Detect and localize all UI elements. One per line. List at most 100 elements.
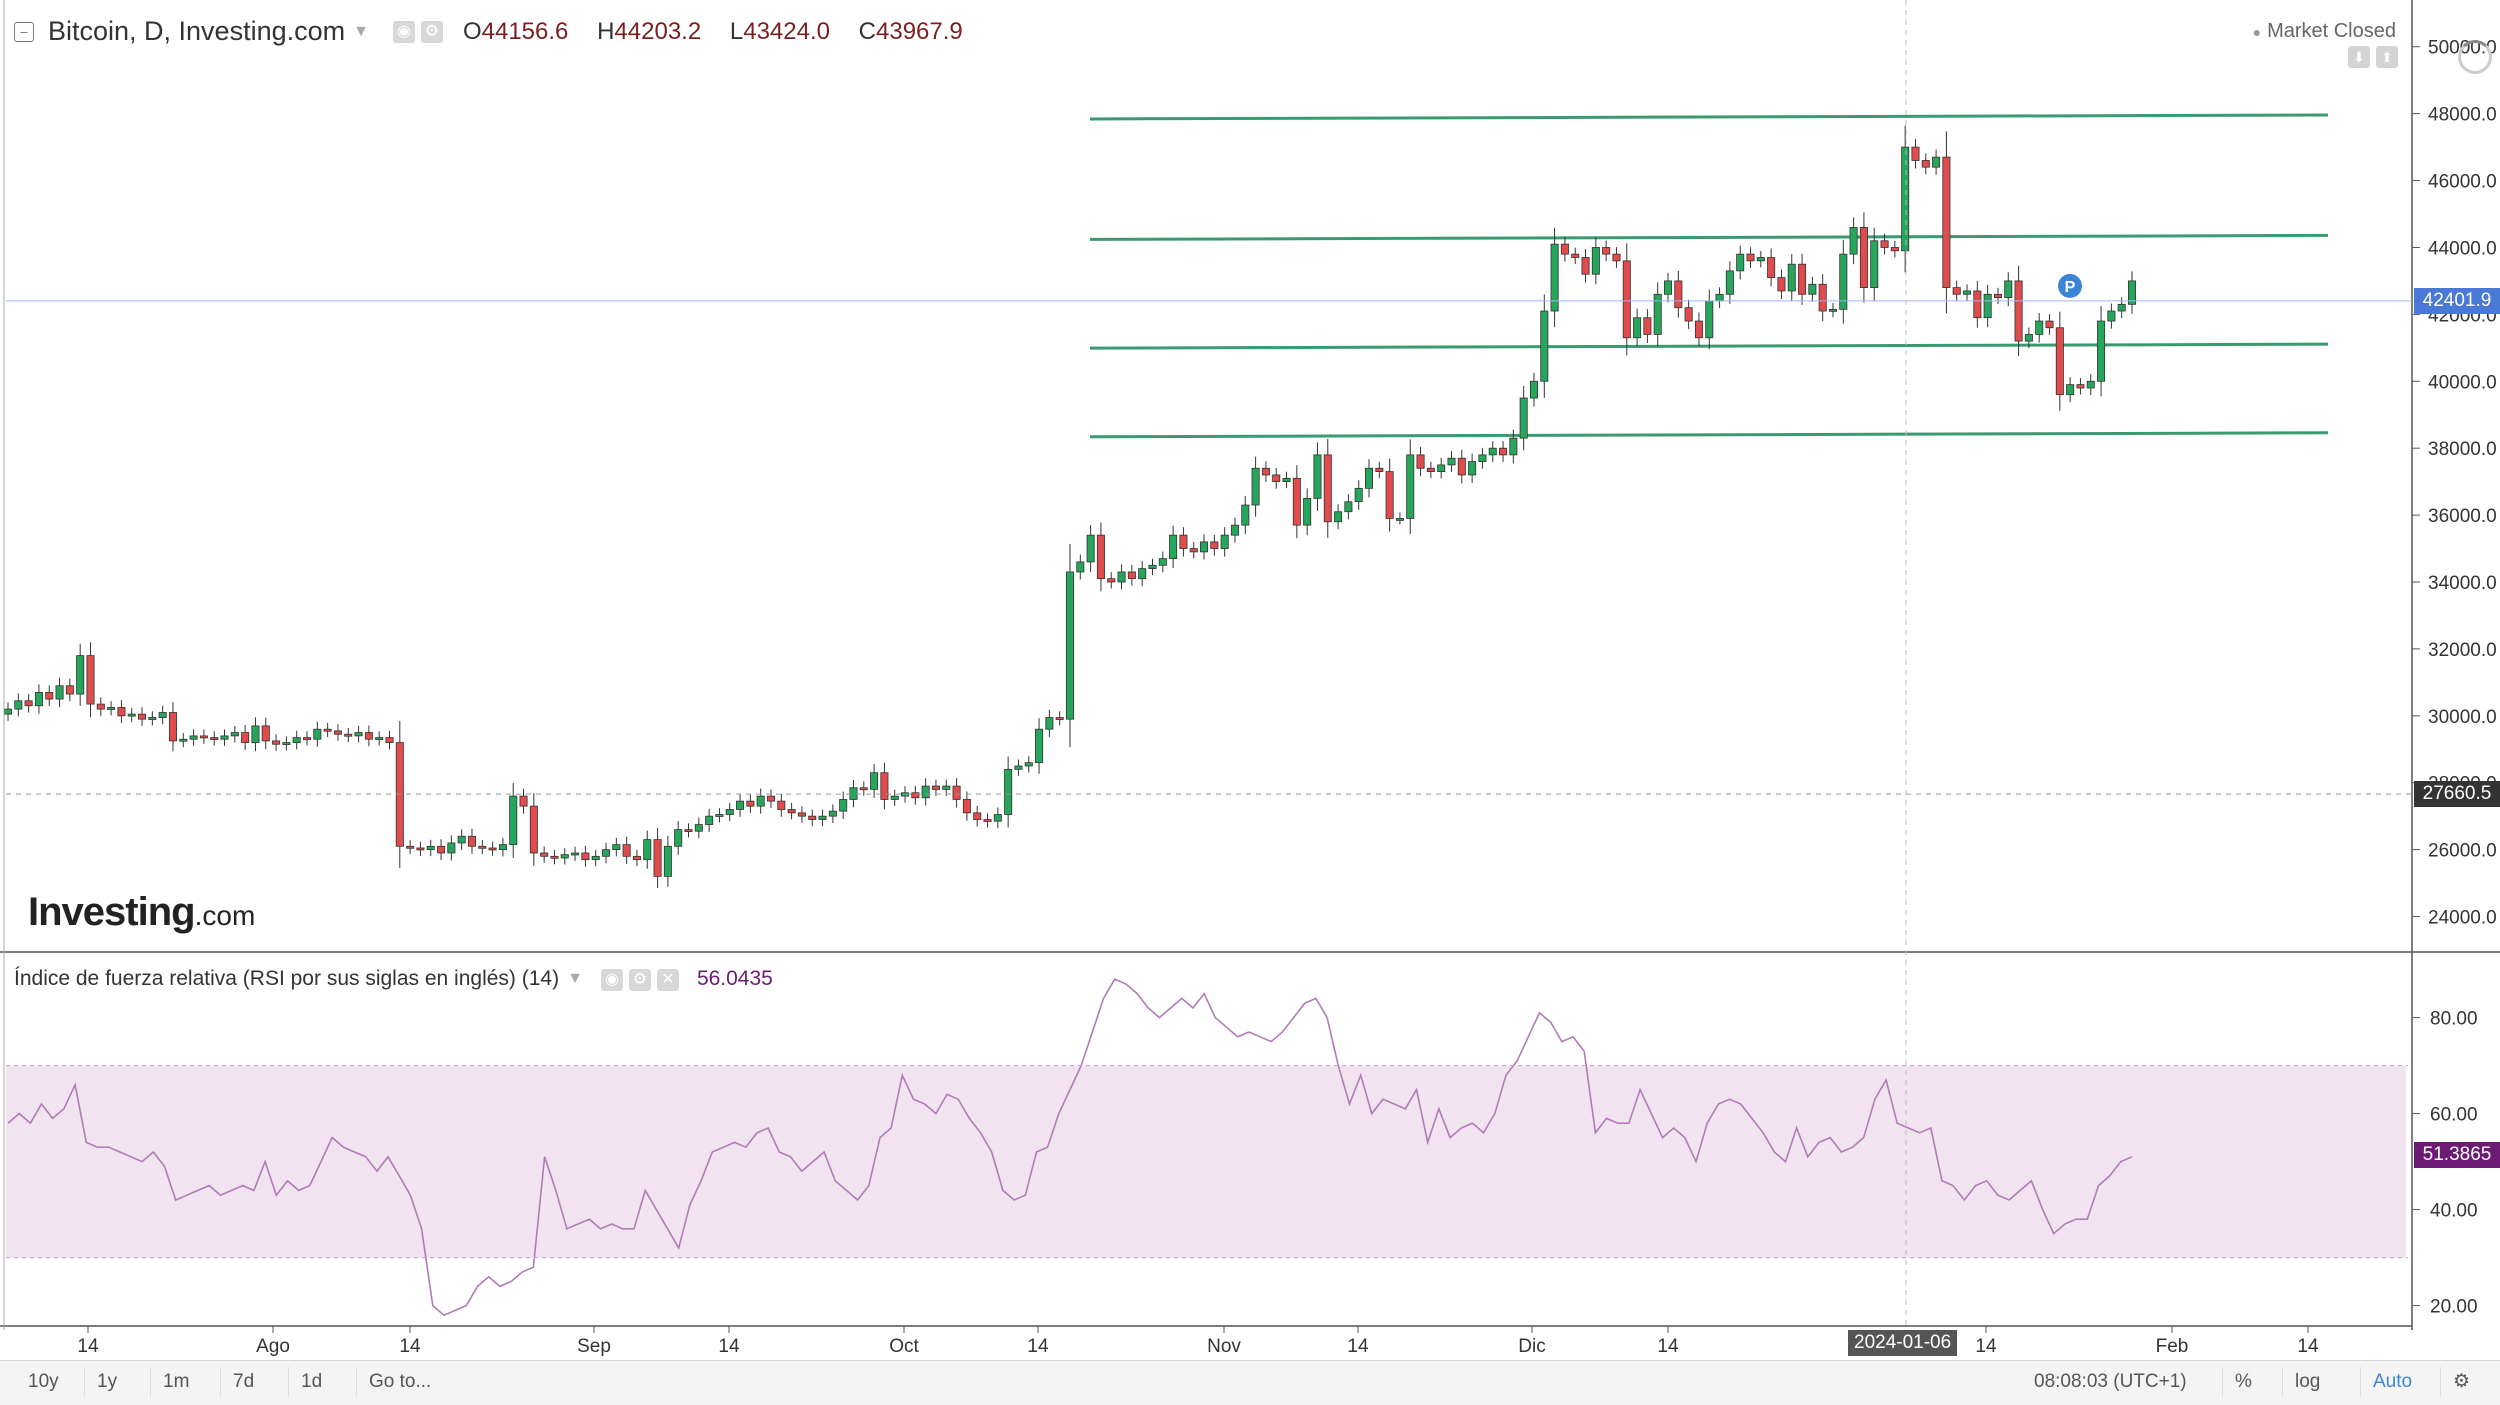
reference-lines — [6, 0, 2412, 1330]
candle-down — [323, 728, 332, 732]
candle-down — [416, 847, 425, 851]
candle-up — [674, 829, 683, 847]
range-7d-button[interactable]: 7d — [220, 1367, 266, 1397]
candle-up — [1540, 310, 1549, 382]
chevron-down-icon[interactable]: ▼ — [567, 969, 583, 987]
symbol-title[interactable]: Bitcoin, D, Investing.com — [48, 16, 346, 46]
candle-up — [1787, 263, 1796, 292]
rsi-tick-label: 20.00 — [2430, 1297, 2478, 1318]
current-price-tag: 42401.9 — [2414, 287, 2500, 314]
candle-down — [303, 737, 312, 740]
candle-down — [1921, 160, 1930, 168]
candle-down — [766, 795, 775, 802]
candle-up — [1488, 447, 1497, 456]
gear-icon[interactable]: ⚙ — [2440, 1367, 2482, 1397]
candle-up — [1065, 571, 1075, 720]
close-icon[interactable]: ✕ — [656, 969, 679, 991]
candle-up — [1004, 768, 1013, 815]
gear-icon[interactable]: ⚙ — [420, 20, 443, 43]
candle-up — [1715, 293, 1724, 302]
candle-up — [1230, 524, 1239, 536]
candle-up — [1653, 293, 1662, 335]
candle-up — [3, 708, 13, 715]
candle-down — [787, 809, 796, 814]
candle-up — [2117, 303, 2126, 312]
eye-icon[interactable]: ◉ — [600, 969, 623, 991]
x-tick-label: 14 — [2297, 1336, 2319, 1357]
arrow-down-icon[interactable]: ⬇ — [2348, 46, 2370, 68]
candle-up — [818, 815, 827, 820]
x-tick-label: Ago — [256, 1336, 290, 1357]
ohlc-l-label: L — [729, 17, 744, 45]
range-1m-button[interactable]: 1m — [150, 1367, 201, 1397]
price-tick-label: 46000.0 — [2428, 172, 2497, 193]
candle-up — [158, 712, 167, 718]
candle-up — [1045, 717, 1054, 730]
candle-down — [117, 707, 126, 717]
candle-up — [1705, 300, 1714, 339]
range-1d-button[interactable]: 1d — [288, 1367, 334, 1397]
log-toggle[interactable]: log — [2282, 1367, 2332, 1397]
candle-down — [622, 844, 631, 857]
candle-down — [488, 847, 497, 851]
collapse-icon[interactable]: − — [14, 21, 34, 42]
candle-down — [540, 852, 549, 857]
candle-down — [1499, 447, 1508, 456]
candle-down — [1602, 247, 1611, 255]
candle-down — [1261, 467, 1270, 476]
x-tick-label: 14 — [399, 1336, 421, 1357]
candle-up — [1251, 467, 1260, 506]
price-tick-label: 34000.0 — [2428, 573, 2497, 594]
candle-down — [1323, 454, 1332, 523]
candle-down — [45, 692, 54, 700]
candle-up — [14, 700, 23, 710]
candle-down — [1375, 467, 1384, 473]
candle-up — [1509, 437, 1518, 456]
x-tick-label: 14 — [1027, 1336, 1049, 1357]
go-to-button[interactable]: Go to... — [356, 1367, 443, 1397]
candle-up — [1158, 558, 1167, 566]
candle-down — [344, 733, 353, 737]
candle-up — [921, 785, 930, 799]
auto-toggle[interactable]: Auto — [2360, 1367, 2424, 1397]
candle-up — [1756, 257, 1765, 262]
candle-up — [447, 842, 456, 854]
rsi-value-tag: 51.3865 — [2414, 1141, 2500, 1168]
percent-toggle[interactable]: % — [2222, 1367, 2264, 1397]
candle-up — [1334, 511, 1343, 523]
horizontal-levels — [1089, 113, 2329, 439]
candle-up — [1035, 728, 1044, 764]
ohlc-high: 44203.2 — [614, 17, 702, 45]
x-tick-label: Feb — [2156, 1336, 2189, 1357]
candle-up — [1148, 564, 1157, 570]
price-tick-label: 40000.0 — [2428, 372, 2497, 393]
arrow-up-icon[interactable]: ⬆ — [2376, 46, 2398, 68]
candle-down — [808, 815, 817, 820]
candle-down — [1880, 240, 1889, 248]
range-10y-button[interactable]: 10y — [28, 1371, 59, 1392]
candle-down — [1416, 454, 1425, 469]
chevron-down-icon[interactable]: ▼ — [353, 22, 369, 40]
eye-icon[interactable]: ◉ — [392, 20, 415, 43]
range-1y-button[interactable]: 1y — [84, 1367, 129, 1397]
x-tick-label: Dic — [1518, 1336, 1545, 1357]
candle-down — [168, 712, 177, 742]
price-tick-label: 36000.0 — [2428, 506, 2497, 527]
candle-down — [86, 655, 95, 705]
candle-down — [1798, 263, 1807, 295]
gear-icon[interactable]: ⚙ — [628, 969, 651, 991]
pin-marker-icon — [2058, 273, 2082, 298]
logo-suffix: .com — [194, 900, 256, 931]
candle-down — [777, 800, 786, 810]
candle-down — [1622, 260, 1631, 339]
candle-up — [694, 824, 703, 832]
rsi-title[interactable]: Índice de fuerza relativa (RSI por sus s… — [14, 966, 560, 990]
x-tick-label: Sep — [577, 1336, 611, 1357]
candle-down — [1767, 257, 1776, 278]
candle-down — [478, 845, 487, 849]
candle-up — [2024, 334, 2033, 342]
candle-down — [1694, 320, 1703, 339]
candle-up — [2127, 280, 2137, 305]
candle-up — [1849, 226, 1858, 255]
